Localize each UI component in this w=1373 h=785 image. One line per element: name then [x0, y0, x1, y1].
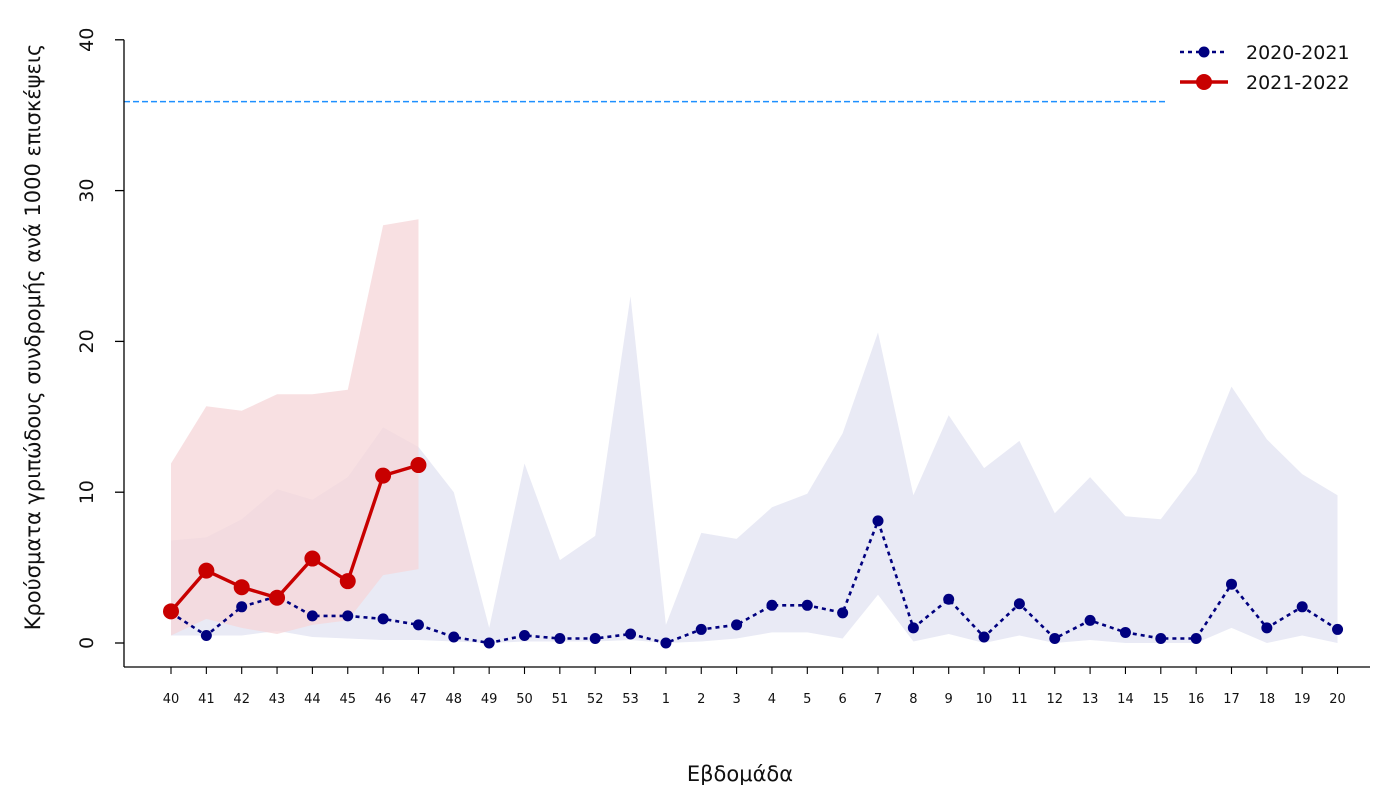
x-tick-label: 17: [1223, 692, 1240, 707]
data-point-2020-2021: [342, 610, 354, 622]
x-tick-label: 50: [516, 692, 533, 707]
legend: 2020-2021 2021-2022: [1180, 42, 1350, 94]
data-point-2020-2021: [660, 637, 672, 649]
x-tick-label: 16: [1188, 692, 1205, 707]
x-tick-label: 11: [1011, 692, 1028, 707]
band-2021-2022: [171, 219, 419, 636]
x-tick-label: 49: [481, 692, 498, 707]
x-tick-label: 43: [269, 692, 286, 707]
data-point-2020-2021: [519, 629, 530, 641]
x-tick-label: 52: [587, 692, 604, 707]
data-point-2020-2021: [1296, 601, 1308, 613]
data-point-2020-2021: [731, 619, 743, 631]
data-point-2020-2021: [907, 622, 919, 634]
x-tick-label: 40: [163, 692, 180, 707]
x-tick-label: 3: [732, 692, 740, 707]
legend-label: 2020-2021: [1246, 42, 1350, 64]
data-point-2020-2021: [1013, 598, 1025, 610]
series-line-2020-2021: [170, 517, 1339, 645]
x-tick-label: 4: [768, 692, 776, 707]
x-tick-label: 42: [233, 692, 250, 707]
data-point-2020-2021: [1049, 632, 1061, 644]
x-tick-label: 5: [803, 692, 811, 707]
y-tick-label: 40: [76, 28, 98, 52]
y-tick-label: 20: [76, 329, 98, 353]
data-point-2020-2021: [448, 631, 460, 643]
data-point-2020-2021: [554, 632, 566, 644]
data-point-2020-2021: [412, 619, 424, 631]
data-point-2020-2021: [377, 613, 389, 625]
data-point-2020-2021: [766, 599, 778, 611]
data-point-2020-2021: [943, 593, 955, 605]
data-point-2020-2021: [1190, 632, 1202, 644]
x-tick-label: 44: [304, 692, 321, 707]
data-point-2021-2022: [375, 467, 392, 484]
x-axis-title: Εβδομάδα: [687, 762, 793, 785]
x-tick-label: 6: [839, 692, 847, 707]
data-point-2021-2022: [163, 603, 179, 620]
x-tick-label: 9: [945, 692, 953, 707]
x-tick-label: 18: [1259, 692, 1276, 707]
x-tick-label: 46: [375, 692, 392, 707]
x-tick-label: 41: [198, 692, 215, 707]
legend-marker-2020-2021: [1198, 46, 1210, 58]
series-points: [163, 457, 1344, 649]
x-tick-label: 53: [622, 692, 639, 707]
x-tick-label: 1: [662, 692, 670, 707]
x-tick-label: 19: [1294, 692, 1311, 707]
x-tick-label: 7: [874, 692, 882, 707]
data-point-2021-2022: [269, 589, 286, 606]
data-point-2020-2021: [589, 632, 601, 644]
data-point-2020-2021: [1155, 632, 1167, 644]
x-tick-label: 10: [976, 692, 993, 707]
x-tick-label: 13: [1082, 692, 1099, 707]
x-tick-label: 51: [552, 692, 569, 707]
data-point-2020-2021: [1332, 623, 1344, 635]
legend-label: 2021-2022: [1246, 72, 1350, 94]
data-point-2021-2022: [304, 550, 321, 567]
band-2020-2021: [171, 296, 1338, 643]
data-point-2020-2021: [483, 637, 495, 649]
x-tick-label: 15: [1153, 692, 1170, 707]
data-point-2020-2021: [1261, 622, 1273, 634]
x-tick-label: 48: [446, 692, 463, 707]
data-point-2020-2021: [1084, 614, 1096, 626]
data-point-2020-2021: [837, 607, 849, 619]
data-point-2020-2021: [236, 601, 248, 613]
confidence-bands: [171, 219, 1338, 643]
data-point-2020-2021: [306, 610, 318, 622]
data-point-2021-2022: [410, 457, 427, 474]
data-point-2020-2021: [801, 599, 813, 611]
data-point-2020-2021: [1226, 578, 1237, 590]
x-tick-label: 47: [410, 692, 427, 707]
x-tick-label: 14: [1117, 692, 1134, 707]
data-point-2021-2022: [198, 562, 215, 579]
data-point-2021-2022: [339, 573, 356, 590]
y-axis-title: Κρούσματα γριπώδους συνδρομής ανά 1000 ε…: [21, 44, 45, 631]
y-tick-label: 10: [76, 480, 98, 504]
x-tick-label: 45: [339, 692, 356, 707]
data-point-2021-2022: [233, 579, 250, 596]
x-tick-label: 8: [909, 692, 917, 707]
x-tick-label: 12: [1046, 692, 1063, 707]
legend-marker-2021-2022: [1196, 74, 1212, 90]
x-tick-label: 2: [697, 692, 705, 707]
x-tick-label: 20: [1329, 692, 1346, 707]
data-point-2020-2021: [200, 629, 212, 641]
y-tick-label: 30: [76, 179, 98, 203]
data-point-2020-2021: [872, 515, 884, 527]
data-point-2020-2021: [978, 631, 990, 643]
data-point-2020-2021: [695, 623, 707, 635]
y-tick-label: 0: [76, 637, 98, 649]
data-point-2020-2021: [1119, 626, 1131, 638]
data-point-2020-2021: [625, 628, 637, 640]
